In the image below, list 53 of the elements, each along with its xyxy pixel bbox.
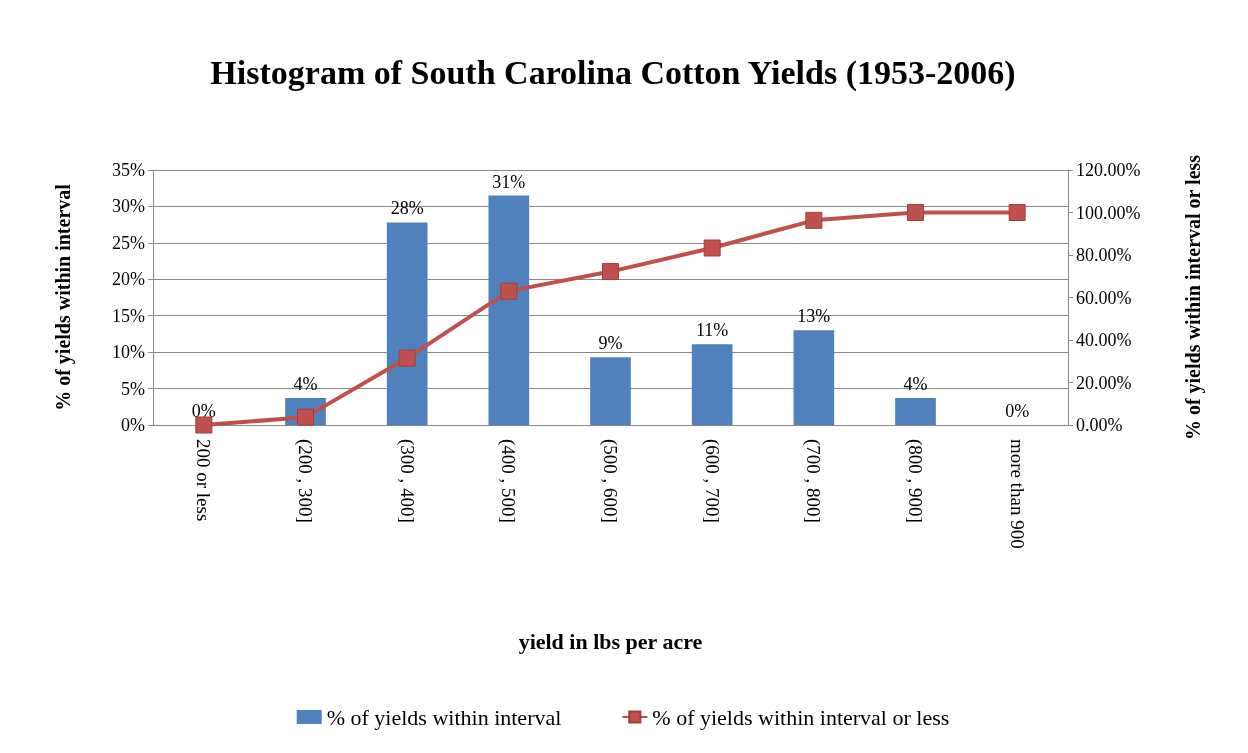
x-tick-label: (500 , 600] xyxy=(599,439,621,523)
x-tick-label: (400 , 500] xyxy=(497,439,520,523)
y-tick-label: 35% xyxy=(112,160,145,180)
point xyxy=(1008,204,1026,221)
y-tick-label: 0% xyxy=(121,415,145,435)
y-tick-label: 20% xyxy=(112,269,145,290)
data-label: 0% xyxy=(191,401,216,421)
bar xyxy=(895,398,936,425)
point xyxy=(805,211,823,229)
legend-label: % of yields within interval or less xyxy=(652,704,950,730)
data-label: 31% xyxy=(492,171,526,192)
y-tick-label: 25% xyxy=(112,232,145,253)
x-tick-label: (300 , 400] xyxy=(395,439,418,523)
bar xyxy=(793,330,835,425)
y-axis-title: % of yields within interval xyxy=(52,183,75,411)
y2-tick-label: 80.00% xyxy=(1076,245,1132,265)
y2-axis-title: % of yields within interval or less xyxy=(1182,154,1205,441)
data-label: 9% xyxy=(598,333,623,354)
x-tick-label: more than 900 xyxy=(1006,439,1028,549)
y-tick-label: 5% xyxy=(121,378,145,399)
data-label: 4% xyxy=(903,374,928,395)
y2-tick-label: 120.00% xyxy=(1076,160,1141,180)
x-tick-label: (200 , 300] xyxy=(294,439,316,523)
bar xyxy=(691,344,733,425)
data-label: 4% xyxy=(293,374,318,395)
bar xyxy=(590,357,631,425)
legend-label: % of yields within interval xyxy=(326,704,562,730)
y2-tick-label: 20.00% xyxy=(1076,372,1132,393)
data-label: 0% xyxy=(1005,401,1030,421)
y2-tick-label: 100.00% xyxy=(1076,202,1141,223)
data-label: 28% xyxy=(390,198,424,219)
x-tick-label: (800 , 900] xyxy=(904,439,926,523)
point xyxy=(703,239,721,257)
bar xyxy=(386,222,428,425)
point xyxy=(500,282,518,300)
x-tick-label: 200 or less xyxy=(193,439,215,522)
data-label: 13% xyxy=(797,306,831,327)
y2-tick-label: 0.00% xyxy=(1076,415,1123,435)
point xyxy=(398,349,416,367)
point xyxy=(602,263,619,281)
y2-tick-label: 60.00% xyxy=(1076,287,1132,308)
x-axis-title: yield in lbs per acre xyxy=(518,628,703,654)
y-tick-label: 10% xyxy=(112,342,145,363)
bar xyxy=(488,195,530,425)
y-tick-label: 30% xyxy=(112,196,145,217)
x-tick-label: (600 , 700] xyxy=(700,439,723,523)
y-tick-label: 15% xyxy=(112,305,145,326)
point xyxy=(195,416,213,434)
x-tick-label: (700 , 800] xyxy=(802,439,825,523)
y2-tick-label: 40.00% xyxy=(1076,330,1132,350)
point xyxy=(907,204,924,221)
data-label: 11% xyxy=(696,320,729,341)
chart-title: Histogram of South Carolina Cotton Yields (1953-2006) xyxy=(210,53,1016,92)
